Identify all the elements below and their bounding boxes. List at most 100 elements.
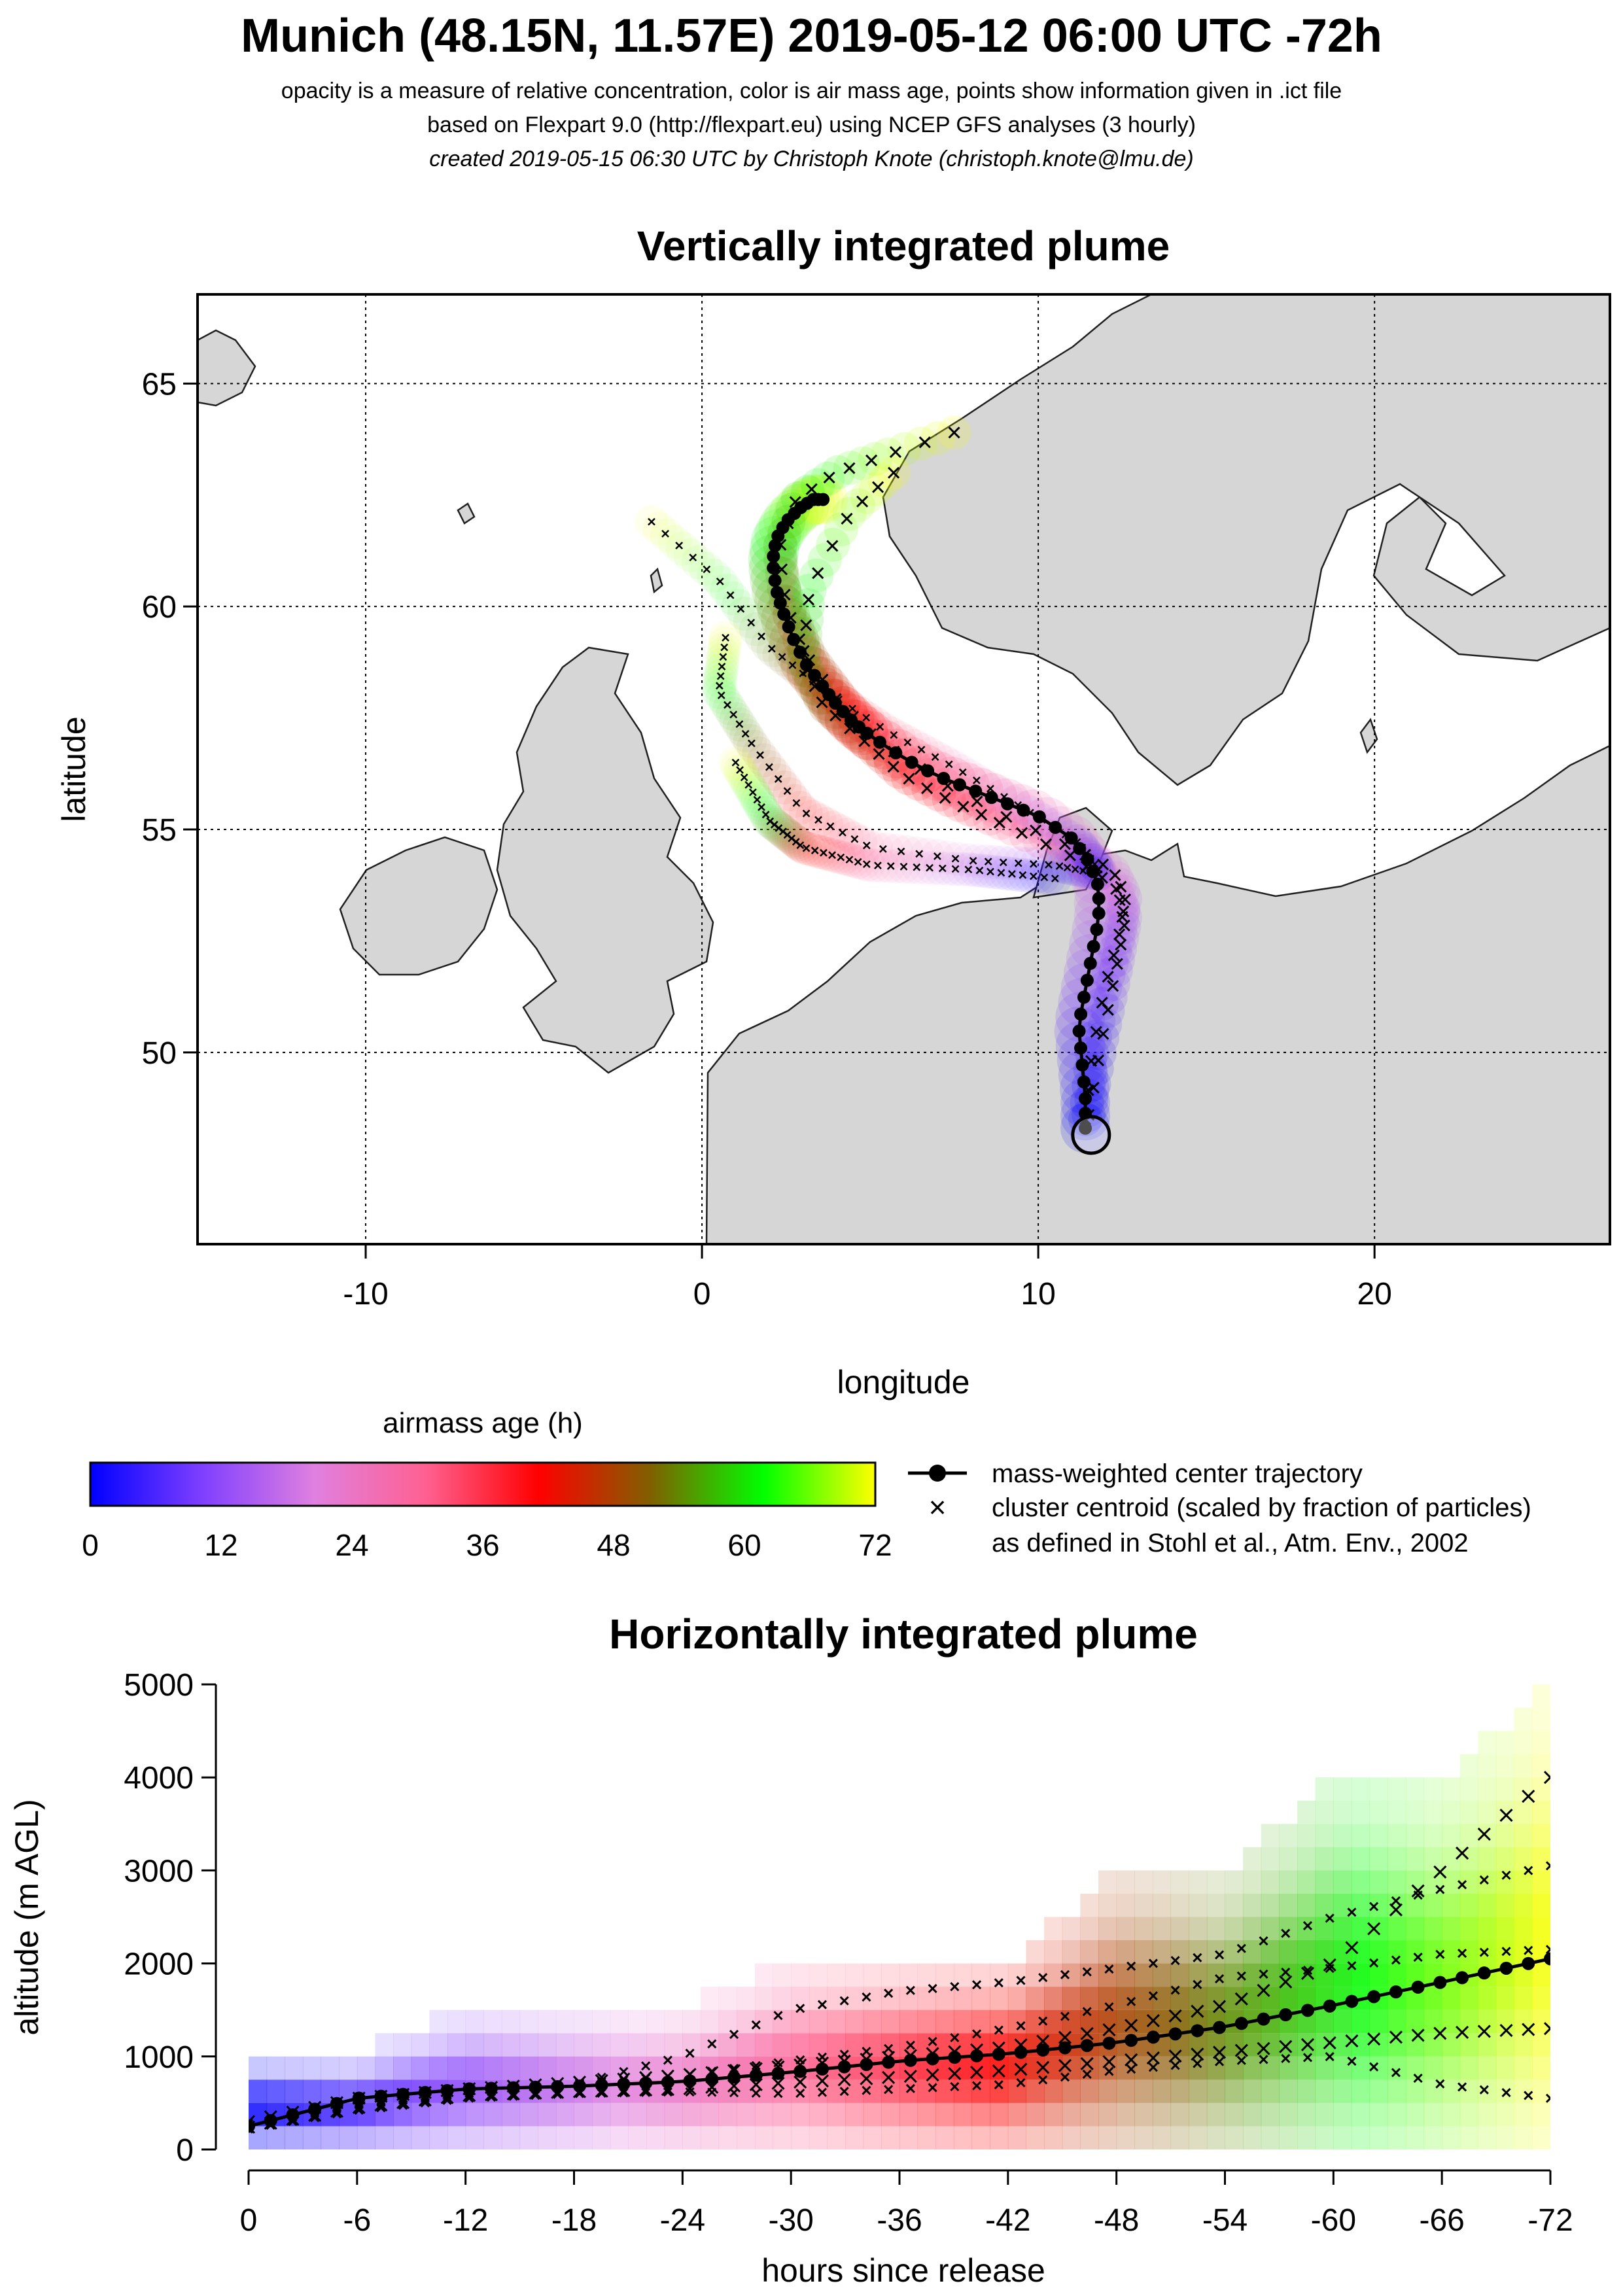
altitude-plume-cell (1442, 2102, 1461, 2127)
altitude-cluster-marker (1435, 1949, 1445, 1959)
altitude-center-point (683, 2074, 697, 2088)
altitude-plume-cell (971, 2102, 990, 2127)
map-cluster-marker (1117, 905, 1130, 918)
altitude-plume-cell (1044, 2102, 1063, 2127)
altitude-plume-cell (1007, 2079, 1026, 2103)
altitude-y-tick-label: 1000 (124, 2040, 194, 2075)
altitude-plume-cell (791, 2079, 810, 2103)
altitude-plume-cell (863, 1963, 882, 1987)
map-plume-blob (843, 825, 878, 860)
map-cluster-marker (1030, 824, 1042, 837)
altitude-plume-cell (1116, 2079, 1135, 2103)
altitude-x-axis: 0 -6 -12 -18 -24 -30 -36 -42 -48 -54 -60 -66 -72 (240, 2169, 1573, 2238)
altitude-center-point (352, 2091, 366, 2105)
altitude-plume-cell (393, 2056, 412, 2080)
altitude-plume-cell (1514, 2056, 1533, 2080)
altitude-center-point (815, 2062, 829, 2076)
map-cluster-marker (811, 846, 819, 855)
altitude-plume-cell (664, 2102, 683, 2127)
map-cluster-marker (876, 723, 884, 731)
altitude-plume-cell (1532, 1731, 1550, 1754)
altitude-plume-cell (737, 1987, 756, 2010)
altitude-plume-cell (791, 2009, 810, 2034)
altitude-plume-cell (555, 2009, 574, 2034)
land-ireland (339, 836, 498, 976)
altitude-plume-cell (1333, 1870, 1352, 1894)
altitude-plume-cell (1459, 1777, 1478, 1801)
altitude-cluster-marker (1170, 1985, 1180, 1995)
map-center-point (799, 658, 813, 672)
map-cluster-marker (788, 661, 797, 669)
altitude-cluster-marker (729, 2064, 739, 2074)
altitude-plume-cell (953, 2102, 973, 2127)
map-cluster-marker (997, 869, 1005, 877)
altitude-center-point (462, 2082, 476, 2096)
altitude-cluster-marker (707, 2039, 717, 2049)
map-cluster-marker (735, 720, 744, 728)
altitude-plume-cell (483, 2102, 502, 2127)
altitude-plume-cell (465, 2126, 484, 2149)
map-gridlines (198, 294, 1610, 1244)
altitude-plume-cell (1297, 1824, 1316, 1847)
altitude-plume-cell (1297, 1847, 1316, 1871)
altitude-plume-cell (1261, 2079, 1280, 2103)
altitude-cluster-marker (751, 2020, 761, 2030)
map-y-tick-label: 65 (142, 367, 177, 402)
altitude-plume-cell (1423, 1987, 1442, 2010)
map-cluster-marker (862, 841, 871, 850)
altitude-cluster-marker (1391, 1896, 1401, 1905)
altitude-plume-cell (1062, 1940, 1081, 1964)
map-center-point (952, 778, 966, 791)
altitude-center-point (1345, 1994, 1359, 2008)
map-cluster-marker (926, 863, 934, 872)
map-cluster-marker (934, 852, 941, 860)
map-cluster-marker (722, 634, 729, 642)
altitude-plume-cell (1333, 1847, 1352, 1871)
map-center-point (816, 493, 830, 506)
altitude-plume-cell (917, 2009, 936, 2034)
altitude-y-tick-label: 0 (176, 2133, 194, 2168)
legend-cluster-marker: × (929, 1490, 947, 1524)
altitude-cluster-marker (1457, 1948, 1467, 1958)
altitude-cluster-marker (1499, 2023, 1513, 2038)
map-center-point (773, 596, 787, 610)
map-cluster-marker (886, 862, 895, 870)
map-cluster-marker (888, 466, 900, 479)
altitude-cluster-marker (420, 2098, 430, 2108)
altitude-cluster-marker (1300, 1966, 1315, 1980)
map-cluster-marker (753, 795, 761, 804)
altitude-cluster-marker (729, 2029, 739, 2040)
altitude-cluster-marker (1259, 1936, 1268, 1946)
altitude-plume-cell (610, 2102, 629, 2127)
altitude-cluster-marker (749, 2078, 763, 2091)
map-plume-blob (705, 642, 740, 677)
altitude-cluster-marker (1191, 2004, 1204, 2018)
altitude-y-tick-label: 3000 (124, 1854, 194, 1888)
map-cluster-marker (913, 863, 921, 871)
altitude-plume-cell (1116, 1940, 1135, 1964)
map-cluster-marker (826, 540, 839, 552)
map-plume-blob (816, 810, 850, 845)
altitude-x-tick-label: -30 (768, 2203, 813, 2238)
map-cluster-marker (938, 864, 947, 873)
map-cluster-marker (951, 854, 960, 863)
altitude-center-point (860, 2058, 873, 2072)
map-cluster-marker (958, 768, 967, 776)
altitude-y-tick-label: 5000 (124, 1668, 194, 1703)
altitude-plume-cell (737, 2033, 756, 2057)
altitude-cluster-marker (1369, 1958, 1379, 1968)
map-cluster-marker (744, 780, 753, 789)
map-cluster-marker (845, 856, 854, 864)
altitude-plume-cell (1206, 1893, 1225, 1917)
map-plume-blob (790, 602, 824, 637)
altitude-plume-cell (845, 2009, 864, 2034)
altitude-cluster-marker (1457, 2082, 1467, 2092)
altitude-plume-cell (465, 2056, 484, 2080)
altitude-plume-cell (1514, 1800, 1533, 1824)
altitude-cluster-marker (1234, 1992, 1248, 2006)
altitude-center-point (264, 2113, 277, 2127)
altitude-plume-cell (1442, 1777, 1461, 1801)
altitude-plume-cell (1315, 2056, 1334, 2080)
altitude-cluster-marker (1477, 2025, 1491, 2038)
map-center-point (1073, 842, 1087, 856)
